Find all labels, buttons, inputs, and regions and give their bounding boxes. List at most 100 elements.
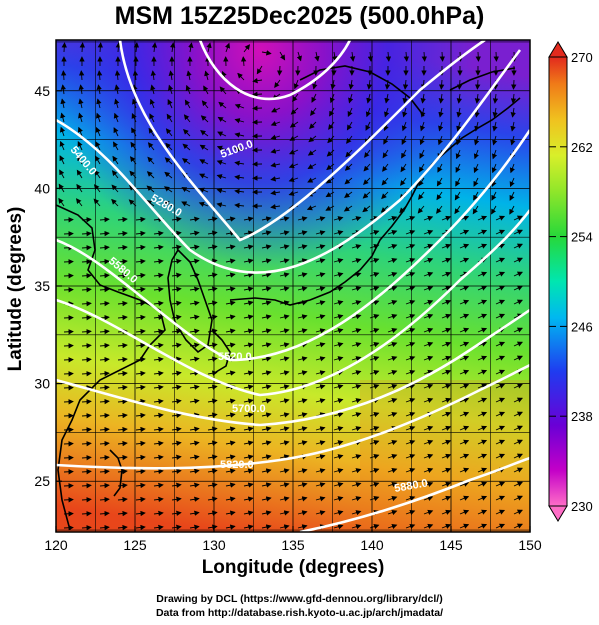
wind-arrow [153,496,164,503]
wind-arrow [297,328,308,334]
credit-data: Data from http://database.rish.kyoto-u.a… [155,607,444,619]
wind-arrow [117,440,128,447]
wind-arrow [225,524,236,530]
wind-arrow [130,141,137,151]
wind-arrow [351,468,362,474]
wind-arrow [117,454,128,461]
wind-arrow [153,510,164,517]
wind-arrow [423,243,434,249]
wind-arrow [99,342,110,349]
wind-arrow [147,156,155,165]
wind-arrow [164,157,173,165]
wind-arrow [344,191,353,198]
wind-arrow [147,142,155,151]
wind-arrow [315,384,326,390]
wind-arrow [333,398,344,404]
wind-arrow [495,523,506,529]
wind-arrow [349,51,356,62]
wind-arrow [261,524,272,530]
wind-arrow [405,453,416,460]
wind-arrow [270,203,281,210]
wind-arrow [99,426,110,433]
wind-arrow [402,93,408,104]
wind-arrow [261,230,272,236]
wind-arrow [405,439,416,446]
wind-arrow [63,455,74,461]
wind-arrow [189,244,200,250]
wind-arrow [207,342,218,348]
wind-arrow [99,510,110,517]
map-plot-area: 5100.05280.05400.05520.05580.05700.05820… [56,40,530,532]
wind-arrow [129,156,137,165]
wind-arrow [473,191,479,201]
wind-arrow [117,230,128,237]
wind-arrow [225,454,236,460]
wind-arrow [117,300,128,307]
wind-arrow [495,481,506,487]
wind-arrow [153,440,164,447]
wind-arrow [146,171,155,179]
credits: Drawing by DCL (https://www.gfd-dennou.o… [0,592,599,620]
wind-arrow [111,170,119,179]
wind-arrow [234,202,245,209]
wind-arrow [333,230,344,236]
wind-arrow [459,369,470,375]
wind-arrow [492,107,498,118]
wind-arrow [168,84,174,95]
wind-arrow [346,121,353,131]
wind-arrow [495,453,506,459]
wind-arrow [76,169,83,179]
wind-arrow [423,257,434,263]
wind-arrow [315,272,326,278]
wind-arrow [351,482,362,488]
wind-arrow [511,79,517,90]
wind-arrow [369,454,380,460]
wind-arrow [513,341,523,347]
wind-arrow [78,70,85,81]
wind-arrow [369,482,380,488]
contour-label: 5700.0 [232,403,266,415]
wind-arrow [207,286,218,292]
wind-arrow [261,356,272,362]
wind-arrow [403,51,410,62]
wind-arrow [225,314,236,320]
wind-arrow [441,369,452,375]
wind-arrow [477,411,488,417]
wind-arrow [165,128,173,137]
wind-arrow [171,216,182,223]
wind-arrow [225,328,236,334]
wind-arrow [60,98,66,109]
wind-arrow [81,440,92,447]
wind-arrow [312,79,318,90]
wind-arrow [225,216,236,222]
wind-arrow [207,412,218,418]
wind-arrow [289,135,299,141]
wind-arrow [333,300,344,306]
wind-arrow [279,216,290,222]
wind-arrow [243,482,254,488]
wind-arrow [171,286,182,293]
wind-arrow [163,200,173,207]
wind-arrow [441,523,452,529]
wind-arrow [114,84,120,95]
wind-arrow [459,383,470,389]
wind-arrow [315,216,326,222]
wind-arrow [315,356,326,362]
wind-arrow [513,327,523,333]
wind-arrow [405,509,416,516]
wind-arrow [270,134,281,140]
wind-arrow [333,272,344,278]
wind-arrow [135,454,146,461]
wind-arrow [387,467,398,474]
wind-arrow [387,327,398,334]
wind-arrow [405,215,416,222]
wind-arrow [234,132,245,138]
wind-arrow [401,135,407,145]
wind-arrow [351,300,362,306]
wind-arrow [495,257,506,263]
wind-arrow [99,244,110,251]
wind-arrow [153,286,164,293]
wind-arrow [189,524,200,530]
wind-arrow [387,411,398,418]
wind-arrow [495,229,506,235]
